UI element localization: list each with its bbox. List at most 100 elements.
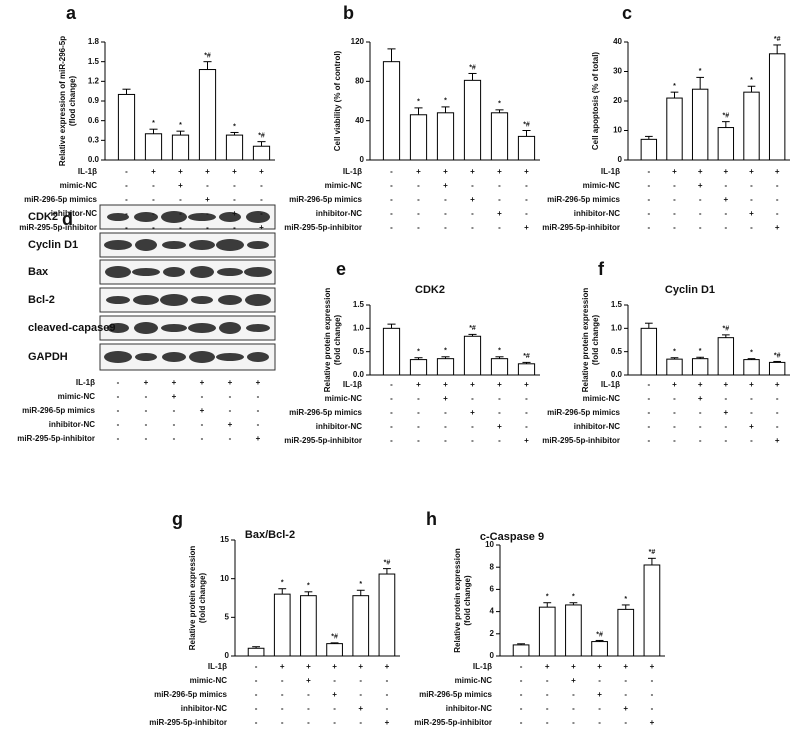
y-tick-label: 0.9 <box>88 96 100 105</box>
condition-sign: - <box>673 223 676 232</box>
condition-sign: + <box>232 209 237 218</box>
condition-sign: + <box>205 167 210 176</box>
significance: * <box>699 348 702 355</box>
error-bar <box>696 356 705 359</box>
condition-sign: - <box>572 718 575 727</box>
error-bar <box>522 361 531 364</box>
condition-label: mimic-NC <box>583 181 621 190</box>
condition-sign: + <box>698 380 703 389</box>
condition-label: IL-1β <box>343 380 362 389</box>
error-bar <box>644 135 653 140</box>
significance: *# <box>469 64 476 71</box>
condition-sign: - <box>498 408 501 417</box>
condition-sign: - <box>117 420 120 429</box>
blot-band <box>216 353 244 361</box>
condition-sign: - <box>444 408 447 417</box>
error-bar <box>252 646 261 649</box>
condition-sign: - <box>647 408 650 417</box>
condition-label: mimic-NC <box>190 676 228 685</box>
condition-sign: - <box>673 195 676 204</box>
y-tick-label: 0 <box>618 155 623 164</box>
condition-sign: + <box>256 434 261 443</box>
protein-label: Bax <box>28 266 49 278</box>
condition-sign: - <box>750 394 753 403</box>
condition-sign: + <box>698 394 703 403</box>
error-bar <box>441 106 450 113</box>
condition-sign: - <box>359 690 362 699</box>
y-axis-label: Relative protein expression <box>581 288 590 393</box>
significance: * <box>417 349 420 356</box>
bar <box>743 359 760 376</box>
condition-label: inhibitor-NC <box>51 209 97 218</box>
condition-sign: - <box>390 436 393 445</box>
condition-sign: + <box>571 676 576 685</box>
condition-sign: - <box>776 195 779 204</box>
condition-label: miR-295-5p-inhibitor <box>542 223 620 232</box>
condition-sign: - <box>520 718 523 727</box>
y-tick-label: 120 <box>351 37 365 46</box>
condition-label: inhibitor-NC <box>316 209 362 218</box>
significance: *# <box>774 352 781 359</box>
condition-sign: + <box>775 167 780 176</box>
significance: * <box>750 350 753 357</box>
condition-label: mimic-NC <box>455 676 493 685</box>
blot-band <box>189 240 215 250</box>
y-axis-label: (fold change) <box>591 315 600 366</box>
y-tick-label: 0.0 <box>611 370 623 379</box>
condition-sign: - <box>776 394 779 403</box>
condition-sign: - <box>255 690 258 699</box>
y-tick-label: 1.5 <box>611 300 623 309</box>
condition-sign: + <box>416 167 421 176</box>
condition-sign: - <box>699 422 702 431</box>
condition-sign: + <box>749 209 754 218</box>
condition-sign: - <box>229 392 232 401</box>
condition-label: inhibitor-NC <box>446 704 492 713</box>
bar <box>640 327 658 376</box>
blot-band <box>104 351 132 363</box>
condition-sign: - <box>647 223 650 232</box>
condition-sign: - <box>598 718 601 727</box>
condition-label: IL-1β <box>601 380 620 389</box>
condition-sign: - <box>281 718 284 727</box>
condition-sign: + <box>497 422 502 431</box>
significance: *# <box>649 549 656 556</box>
condition-sign: + <box>749 422 754 431</box>
y-axis-label: Relative expression of miR-296-5p <box>58 36 67 166</box>
bar <box>743 91 760 161</box>
y-tick-label: 15 <box>220 535 229 544</box>
condition-sign: - <box>201 420 204 429</box>
y-tick-label: 0.3 <box>88 135 100 144</box>
condition-sign: - <box>417 436 420 445</box>
y-axis-label: Relative protein expression <box>453 548 462 653</box>
condition-sign: - <box>699 223 702 232</box>
error-bar <box>304 591 313 596</box>
condition-sign: + <box>571 662 576 671</box>
blot-band <box>246 324 270 332</box>
panel-label: h <box>426 509 437 529</box>
condition-sign: - <box>776 408 779 417</box>
y-axis-label: (fold change) <box>463 575 472 626</box>
bar <box>768 53 786 161</box>
condition-sign: - <box>776 422 779 431</box>
error-bar <box>257 141 266 147</box>
condition-sign: - <box>201 392 204 401</box>
condition-sign: - <box>179 209 182 218</box>
significance: * <box>417 99 420 106</box>
condition-sign: - <box>145 434 148 443</box>
condition-sign: - <box>179 195 182 204</box>
condition-sign: - <box>173 406 176 415</box>
error-bar <box>621 604 630 610</box>
condition-sign: + <box>256 378 261 387</box>
panel-label: c <box>622 3 632 23</box>
condition-sign: + <box>358 704 363 713</box>
condition-sign: + <box>698 167 703 176</box>
condition-sign: - <box>498 223 501 232</box>
condition-sign: + <box>306 676 311 685</box>
error-bar <box>122 88 131 95</box>
condition-sign: - <box>647 195 650 204</box>
condition-sign: - <box>390 380 393 389</box>
condition-sign: - <box>255 718 258 727</box>
condition-sign: + <box>385 718 390 727</box>
bar <box>409 359 428 376</box>
condition-label: mimic-NC <box>325 394 363 403</box>
